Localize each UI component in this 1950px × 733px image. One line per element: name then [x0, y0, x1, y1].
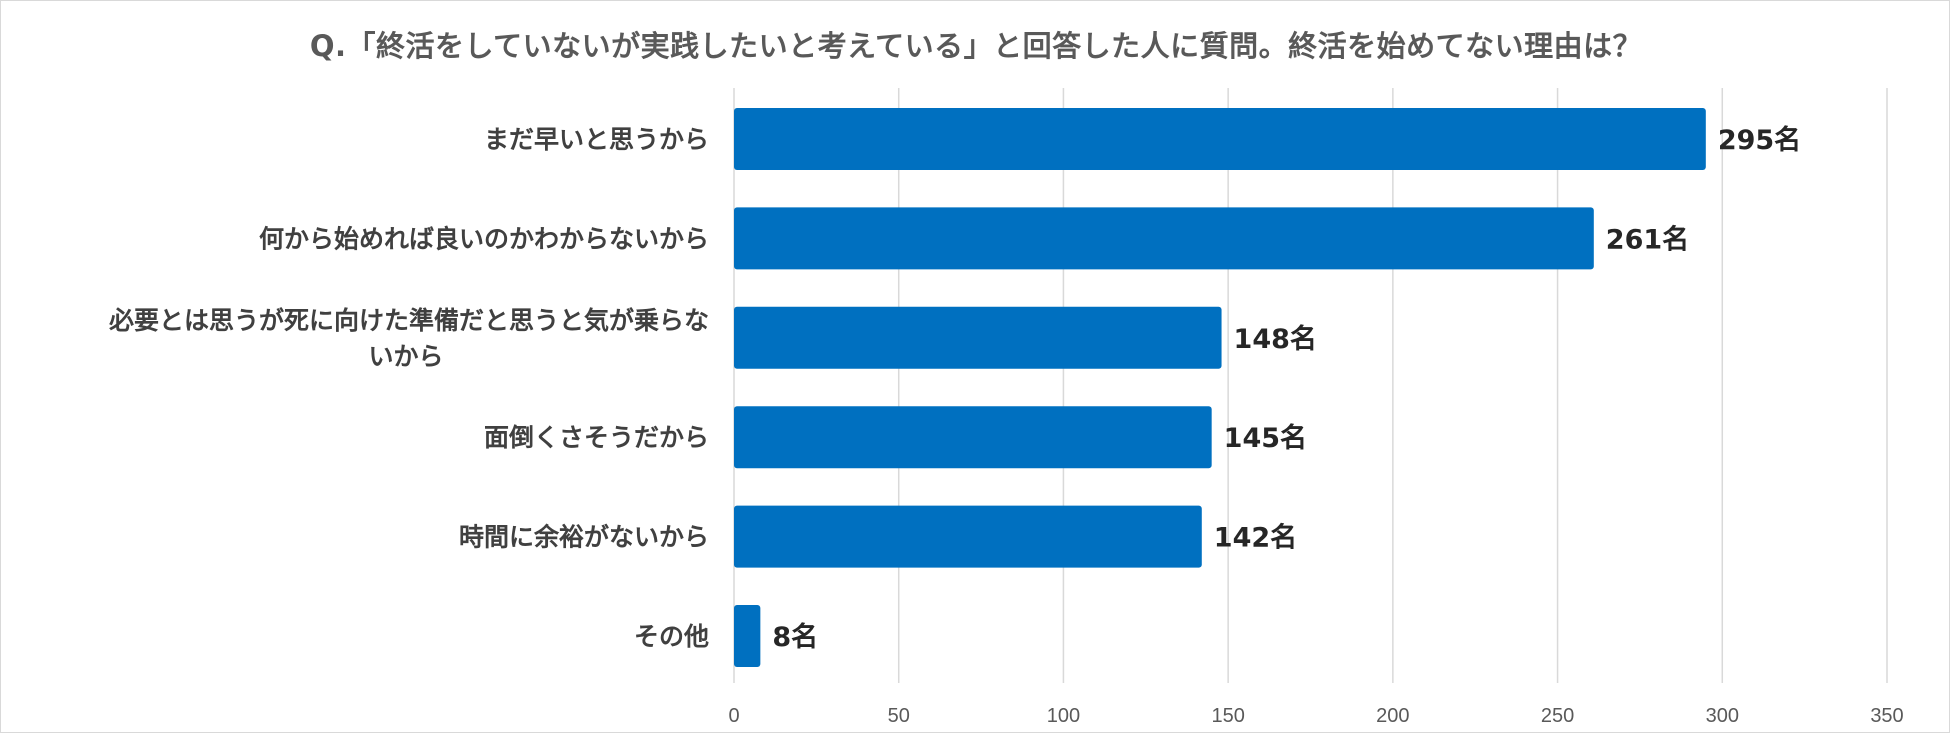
data-label: 295名 [1718, 124, 1801, 156]
data-label: 148名 [1234, 323, 1317, 355]
bar [734, 605, 761, 667]
gridlines [733, 88, 1888, 683]
data-label: 8名 [772, 621, 818, 653]
labels: 0 50 100 150 200 250 300 350 295名 まだ早いと思うから 261名 何か… [109, 124, 1904, 727]
x-tick-label: 300 [1706, 705, 1739, 727]
x-tick-label: 150 [1211, 705, 1244, 727]
category-label: 何から始めれば良いのかわからないから [259, 224, 709, 253]
x-tick-label: 200 [1376, 705, 1409, 727]
chart-title: Q.「終活をしていないが実践したいと考えている」と回答した人に質問。終活を始めて… [309, 29, 1643, 63]
data-label: 145名 [1224, 422, 1307, 454]
x-tick-label: 350 [1870, 705, 1903, 727]
category-label: 必要とは思うが死に向けた準備だと思うと気が乗らな [109, 306, 709, 335]
x-tick-label: 250 [1541, 705, 1574, 727]
bar [734, 505, 1202, 568]
category-label: 面倒くさそうだから [484, 423, 709, 452]
bar [734, 406, 1212, 469]
category-label: まだ早いと思うから [484, 125, 709, 154]
x-tick-label: 100 [1047, 705, 1080, 727]
bar [734, 207, 1594, 270]
bar [734, 306, 1222, 369]
bars [734, 108, 1706, 667]
data-label: 261名 [1606, 223, 1689, 255]
category-label: その他 [634, 622, 709, 651]
bar [734, 108, 1706, 170]
category-label: 時間に余裕がないから [459, 523, 709, 552]
category-label: いから [368, 342, 443, 371]
data-label: 142名 [1214, 522, 1297, 554]
x-tick-label: 50 [888, 705, 910, 727]
x-tick-label: 0 [728, 705, 739, 727]
